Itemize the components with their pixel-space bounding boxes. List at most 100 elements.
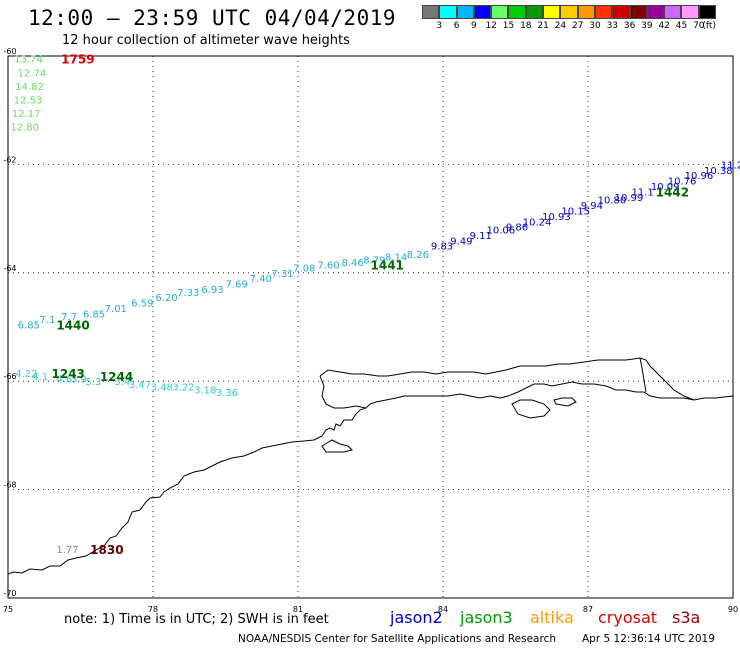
- wave-height-label: 12.80: [10, 122, 39, 133]
- lat-tick-label: -70: [3, 589, 16, 598]
- wave-height-label: 5.3: [85, 377, 101, 388]
- satellite-legend-jason3: jason3: [460, 608, 513, 627]
- wave-height-label: 6.93: [201, 285, 223, 296]
- pass-time-label: 1442: [656, 186, 689, 200]
- wave-height-label: 3.9: [71, 374, 87, 385]
- wave-height-label: 12.53: [14, 95, 43, 106]
- lat-tick-label: -66: [3, 372, 16, 381]
- wave-height-label: 10.80: [598, 196, 627, 207]
- legend-swatch: [525, 5, 544, 19]
- wave-height-label: 9.11: [470, 231, 492, 242]
- wave-height-label: 14.82: [15, 82, 44, 93]
- wave-height-label: 8.46: [342, 258, 364, 269]
- wave-height-label: 7.33: [177, 288, 199, 299]
- footer-note: note: 1) Time is in UTC; 2) SWH is in fe…: [64, 612, 329, 627]
- lon-tick-label: 87: [583, 605, 593, 614]
- wave-height-label: 9.86: [506, 223, 528, 234]
- wave-height-label: 3.36: [216, 388, 238, 399]
- wave-height-label: 7.01: [105, 304, 127, 315]
- legend-swatch: [664, 5, 682, 19]
- legend-labels: 3 6 9 12 15 18 21 24 27 30 33 36 39 42 45 70 (ft): [422, 19, 716, 33]
- lon-tick-label: 78: [148, 605, 158, 614]
- legend-label: 70: [693, 21, 705, 31]
- legend-swatch: [456, 5, 474, 19]
- credit-line: NOAA/NESDIS Center for Satellite Applica…: [238, 633, 556, 645]
- legend-swatch: [422, 5, 440, 19]
- pass-time-label: 1440: [56, 318, 89, 332]
- legend-label: 24: [554, 21, 567, 31]
- wave-height-label: 10.96: [685, 171, 714, 182]
- legend-swatch: [594, 5, 613, 19]
- coastline: [7, 381, 734, 575]
- wave-height-label: 9.49: [450, 236, 472, 247]
- legend-label: 21: [537, 21, 549, 31]
- lat-tick-label: -62: [3, 155, 16, 164]
- legend-swatch: [646, 5, 665, 19]
- legend-unit: (ft): [702, 21, 716, 31]
- legend-label: 39: [641, 21, 653, 31]
- wave-height-label: 8.79: [363, 255, 385, 266]
- wave-height-label: 6.85: [18, 320, 40, 331]
- map-title: 12:00 – 23:59 UTC 04/04/2019: [28, 6, 397, 30]
- axis-labels: 75 78 81 84 87 90 -60 -62 -64 -66 -68 -70: [3, 47, 738, 614]
- island-east: [511, 399, 551, 419]
- credit-timestamp: Apr 5 12:36:14 UTC 2019: [582, 633, 715, 645]
- legend-swatch: [698, 5, 717, 19]
- satellite-legend-altika: altika: [530, 608, 574, 627]
- pass-time-labels: 1759 1442 1441 1440 1243 1244 1830: [52, 53, 690, 558]
- wave-height-label: 10.15: [561, 206, 590, 217]
- legend-label: 12: [485, 21, 497, 31]
- wave-height-label: 13.74: [14, 55, 43, 66]
- wave-height-label: 12.17: [12, 109, 41, 120]
- wave-height-label: 7.31: [271, 269, 293, 280]
- wave-height-label: 7.40: [250, 274, 272, 285]
- island-small: [553, 397, 577, 407]
- wave-height-label: 7.1: [39, 315, 55, 326]
- lat-tick-label: -64: [3, 264, 16, 273]
- pass-time-label: 1759: [61, 53, 94, 67]
- legend-swatch: [439, 5, 457, 19]
- wave-height-label: 10.06: [487, 225, 516, 236]
- wave-height-label: 3.18: [194, 385, 216, 396]
- coastline-inlet: [319, 375, 367, 409]
- legend-swatch: [491, 5, 509, 19]
- legend-label: 3: [436, 21, 443, 31]
- legend-label: 15: [502, 21, 515, 31]
- wave-height-label: 3.48: [151, 383, 173, 394]
- map-subtitle: 12 hour collection of altimeter wave hei…: [62, 33, 350, 48]
- wave-height-label: 11.22: [721, 160, 740, 171]
- legend-swatch: [560, 5, 578, 19]
- wave-height-label: 6.85: [83, 309, 105, 320]
- coastline-peninsula: [319, 357, 695, 401]
- wave-height-label: 1.77: [56, 545, 78, 556]
- wave-height-label: 7.08: [293, 263, 315, 274]
- legend-swatch: [629, 5, 647, 19]
- wave-height-label: 7.60: [317, 261, 339, 272]
- wave-height-label: 10.93: [542, 212, 571, 223]
- wave-height-label: 3.4: [114, 377, 130, 388]
- legend-swatch: [473, 5, 492, 19]
- wave-height-label: 8.26: [407, 250, 429, 261]
- map-grid: [8, 56, 733, 598]
- wave-height-label: 10.24: [523, 217, 552, 228]
- pass-time-label: 1830: [90, 543, 123, 557]
- color-legend: 3 6 9 12 15 18 21 24 27 30 33 36 39 42 45 70 (ft): [422, 5, 717, 33]
- legend-label: 33: [606, 21, 619, 31]
- map-frame: [7, 55, 734, 599]
- lon-tick-label: 81: [293, 605, 303, 614]
- legend-label: 42: [658, 21, 670, 31]
- legend-swatch: [681, 5, 699, 19]
- lat-tick-label: -68: [3, 481, 16, 490]
- wave-height-label: 8.14: [385, 253, 407, 264]
- legend-label: 18: [520, 21, 532, 31]
- lat-tick-label: -60: [3, 47, 16, 56]
- legend-label: 9: [471, 21, 477, 31]
- wave-height-label: 10.38: [704, 166, 733, 177]
- pass-time-label: 1243: [52, 367, 85, 381]
- wave-height-label: 9.94: [581, 201, 603, 212]
- lon-tick-label: 75: [3, 605, 13, 614]
- legend-swatches: [422, 5, 717, 19]
- lon-tick-label: 90: [728, 605, 738, 614]
